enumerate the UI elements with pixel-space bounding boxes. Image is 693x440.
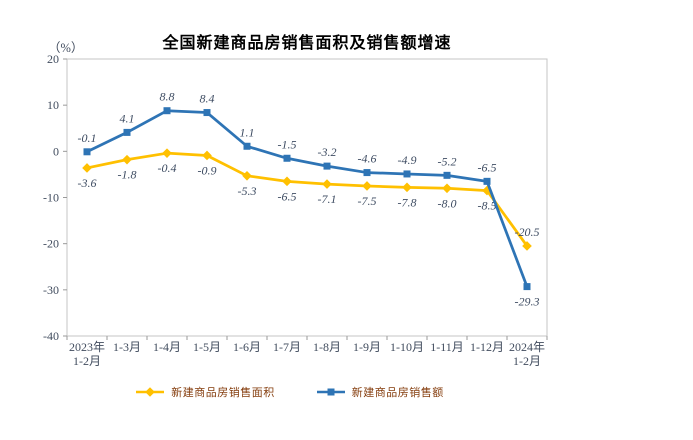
square-marker-icon [83,148,91,156]
x-axis-tick-label: 2023年 [69,340,105,354]
y-axis-tick-label: 0 [53,144,59,158]
square-marker-icon [283,154,291,162]
legend-item-sales-area: 新建商品房销售面积 [136,384,275,400]
legend: 新建商品房销售面积 新建商品房销售额 [0,382,580,402]
data-label: -5.3 [238,184,257,198]
diamond-marker-icon [162,148,172,158]
x-axis-tick-label: 1-4月 [153,340,181,354]
square-marker-icon [403,170,411,178]
data-label: -5.2 [438,154,457,168]
y-axis-tick-label: 10 [47,98,59,112]
legend-label-sales-area: 新建商品房销售面积 [171,387,275,399]
diamond-marker-icon [242,170,252,181]
x-axis-tick-label: 1-10月 [390,340,424,354]
data-label: -20.5 [515,225,540,239]
data-label: -3.2 [318,145,337,159]
diamond-marker-icon [202,150,212,161]
x-axis-tick-label: 1-5月 [193,340,221,354]
chart-title: 全国新建商品房销售面积及销售额增速 [162,35,452,52]
x-axis-tick-label: 1-6月 [233,340,261,354]
series-line-0 [86,151,529,247]
square-marker-icon [483,177,491,185]
square-marker-icon [327,388,335,396]
square-marker-icon [363,169,371,177]
y-axis-tick-label: -20 [43,237,59,251]
x-axis-tick-label: 1-2月 [73,354,101,368]
data-label: -1.5 [278,137,297,151]
data-label: -8.5 [478,199,497,213]
data-label: -7.8 [398,195,417,209]
x-axis-tick-label: 1-8月 [313,340,341,354]
diamond-marker-icon [145,387,156,397]
diamond-marker-icon [322,179,332,189]
x-axis-tick-label: 2024年 [509,340,545,354]
data-label: -6.5 [478,160,497,174]
y-axis-tick-label: -30 [43,283,59,297]
data-label: -6.5 [278,189,297,203]
square-marker-icon [163,107,171,115]
square-marker-icon [243,142,251,150]
diamond-marker-icon [82,163,92,173]
data-label: -4.6 [358,152,377,166]
square-marker-icon [323,162,331,170]
data-label: -3.6 [78,176,97,190]
data-label: -7.1 [318,192,337,206]
data-label: -29.3 [515,295,540,309]
legend-swatch-amount-icon [316,388,345,396]
data-label: -0.4 [158,161,177,175]
square-marker-icon [203,109,211,117]
diamond-marker-icon [282,176,292,187]
data-label: -1.8 [118,168,137,182]
data-label: 8.8 [160,90,175,104]
y-axis-tick-label: -40 [43,329,59,343]
x-axis-tick-label: 1-3月 [113,340,141,354]
plot-border [66,58,548,337]
y-axis-tick-label: 20 [47,52,59,66]
square-marker-icon [123,128,131,136]
diamond-marker-icon [362,181,372,191]
diamond-marker-icon [442,183,452,194]
data-label: -8.0 [438,196,457,210]
data-label: -0.1 [78,131,97,145]
data-label: -0.9 [198,163,217,177]
legend-item-sales-amount: 新建商品房销售额 [316,384,444,400]
data-label: 1.1 [240,125,255,139]
x-axis-tick-label: 1-11月 [430,340,464,354]
legend-swatch-area-icon [136,387,165,397]
x-axis-tick-label: 1-9月 [353,340,381,354]
data-label: 8.4 [200,92,215,106]
data-label: 4.1 [120,111,135,125]
data-label: -4.9 [398,153,417,167]
data-label: -7.5 [358,194,377,208]
x-axis-tick-label: 1-7月 [273,340,301,354]
series-line-1 [86,109,529,288]
x-axis-tick-label: 1-12月 [470,340,504,354]
y-axis-tick-label: -10 [43,191,59,205]
diamond-marker-icon [122,154,132,165]
legend-label-sales-amount: 新建商品房销售额 [351,387,444,399]
square-marker-icon [443,171,451,179]
x-axis-tick-label: 1-2月 [513,354,541,368]
square-marker-icon [523,283,531,291]
diamond-marker-icon [402,182,412,193]
y-axis-unit-label: （%） [48,41,84,55]
